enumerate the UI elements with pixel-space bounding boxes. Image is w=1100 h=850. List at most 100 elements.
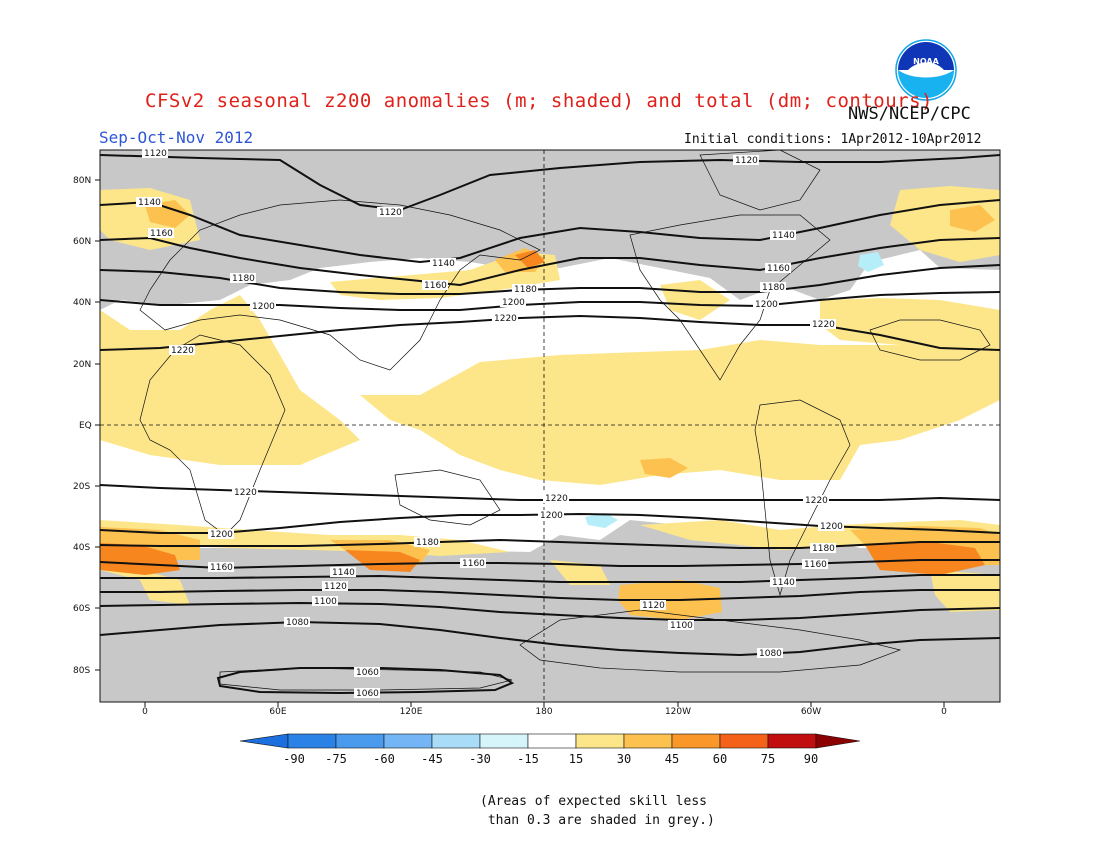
colorbar-swatch [479, 733, 529, 749]
anomaly-45-60-pacific-north [515, 250, 545, 268]
contour-label: 1120 [640, 600, 666, 611]
contour-label: 1180 [414, 537, 440, 548]
lat-label: 20N [73, 360, 91, 370]
contour-label: 1120 [377, 207, 403, 218]
colorbar-swatch [287, 733, 337, 749]
anomaly-45-60-south-indian [345, 550, 420, 572]
svg-text:1180: 1180 [416, 538, 439, 548]
colorbar-swatch [719, 733, 769, 749]
lat-label: 80N [73, 176, 91, 186]
contour-label: 1160 [208, 562, 234, 573]
skill-note: (Areas of expected skill less than 0.3 a… [480, 794, 715, 828]
agency-label: NWS/NCEP/CPC [848, 104, 971, 124]
contour-label: 1140 [430, 258, 456, 269]
contour-label: 1120 [142, 148, 168, 159]
contour-label: 1180 [230, 273, 256, 284]
contour-label: 1120 [733, 155, 759, 166]
svg-text:1200: 1200 [755, 300, 778, 310]
svg-text:1120: 1120 [324, 582, 347, 592]
contour-1160-north [100, 236, 1000, 287]
colorbar-swatch [431, 733, 481, 749]
contour-1220-north [100, 314, 1000, 351]
colorbar-swatch [671, 733, 721, 749]
svg-text:1140: 1140 [432, 259, 455, 269]
contour-label: 1080 [284, 617, 310, 628]
contour-label: 1220 [803, 495, 829, 506]
lat-label: 40S [73, 543, 90, 553]
svg-text:1200: 1200 [540, 511, 563, 521]
colorbar-swatch [335, 733, 385, 749]
contour-label: 1160 [148, 228, 174, 239]
svg-text:1100: 1100 [670, 621, 693, 631]
svg-text:1220: 1220 [545, 494, 568, 504]
anomaly-15-30-atl-east [820, 298, 1000, 350]
svg-text:1140: 1140 [772, 231, 795, 241]
svg-text:1060: 1060 [356, 689, 379, 699]
svg-text:1220: 1220 [234, 488, 257, 498]
svg-text:1200: 1200 [210, 530, 233, 540]
svg-text:1160: 1160 [424, 281, 447, 291]
svg-text:1120: 1120 [144, 149, 167, 159]
noaa-logo: NOAA [895, 39, 957, 101]
svg-text:1200: 1200 [820, 522, 843, 532]
svg-text:1160: 1160 [150, 229, 173, 239]
initial-conditions-label: Initial conditions: 1Apr2012-10Apr2012 [684, 132, 982, 147]
colorbar-tick-label: 75 [761, 752, 775, 766]
contour-1180-south [100, 538, 1000, 549]
contour-label: 1060 [354, 688, 380, 699]
contour-label: 1220 [543, 493, 569, 504]
svg-text:1200: 1200 [502, 298, 525, 308]
lat-label: 20S [73, 482, 90, 492]
colorbar-tick-label: -60 [373, 752, 395, 766]
colorbar-swatch [767, 733, 817, 749]
contour-label: 1100 [312, 596, 338, 607]
svg-text:1160: 1160 [462, 559, 485, 569]
contour-label: 1100 [668, 620, 694, 631]
svg-text:1220: 1220 [805, 496, 828, 506]
colorbar: -90 -75 -60 -45 -30 -15 15 30 45 60 75 9… [239, 733, 861, 766]
svg-text:1220: 1220 [171, 346, 194, 356]
anomaly-30-45-tropical-pacific [640, 458, 688, 478]
contour-label: 1160 [460, 558, 486, 569]
contour-labels: 1120 1120 1120 1140 1140 1140 1160 1160 … [136, 148, 844, 699]
contour-1080-south [100, 620, 1000, 657]
contour-label: 1220 [492, 313, 518, 324]
colorbar-tick-label: -45 [421, 752, 443, 766]
noaa-logo-text: NOAA [913, 57, 939, 66]
contour-label: 1180 [760, 282, 786, 293]
lon-label: 0 [142, 707, 148, 717]
colorbar-swatch [623, 733, 673, 749]
contour-label: 1200 [208, 529, 234, 540]
colorbar-tick-label: 60 [713, 752, 727, 766]
lat-label: 40N [73, 298, 91, 308]
svg-text:1220: 1220 [812, 320, 835, 330]
contour-label: 1080 [757, 648, 783, 659]
anomaly-neg-15-30-atlantic [858, 252, 884, 272]
map-frame [99, 149, 1001, 703]
svg-text:1140: 1140 [772, 578, 795, 588]
contour-label: 1140 [770, 230, 796, 241]
svg-text:1220: 1220 [494, 314, 517, 324]
contour-1140-south [100, 574, 1000, 583]
contour-label: 1140 [770, 577, 796, 588]
lat-label: 60N [73, 237, 91, 247]
contour-label: 1200 [500, 297, 526, 308]
contour-label: 1200 [818, 521, 844, 532]
contour-label: 1140 [330, 567, 356, 578]
lat-label: EQ [79, 421, 92, 431]
colorbar-tick-label: 30 [617, 752, 631, 766]
colorbar-tick-label: -90 [283, 752, 305, 766]
lon-label: 180 [535, 707, 552, 717]
svg-text:1160: 1160 [767, 264, 790, 274]
lon-label: 0 [941, 707, 947, 717]
colorbar-tick-label: -75 [325, 752, 347, 766]
contour-label: 1180 [810, 543, 836, 554]
colorbar-left-arrow [239, 733, 289, 749]
lon-label: 60W [801, 707, 821, 717]
contour-label: 1060 [354, 667, 380, 678]
season-label: Sep-Oct-Nov 2012 [99, 128, 254, 147]
lat-label: 60S [73, 604, 90, 614]
contour-label: 1220 [169, 345, 195, 356]
svg-text:1080: 1080 [759, 649, 782, 659]
